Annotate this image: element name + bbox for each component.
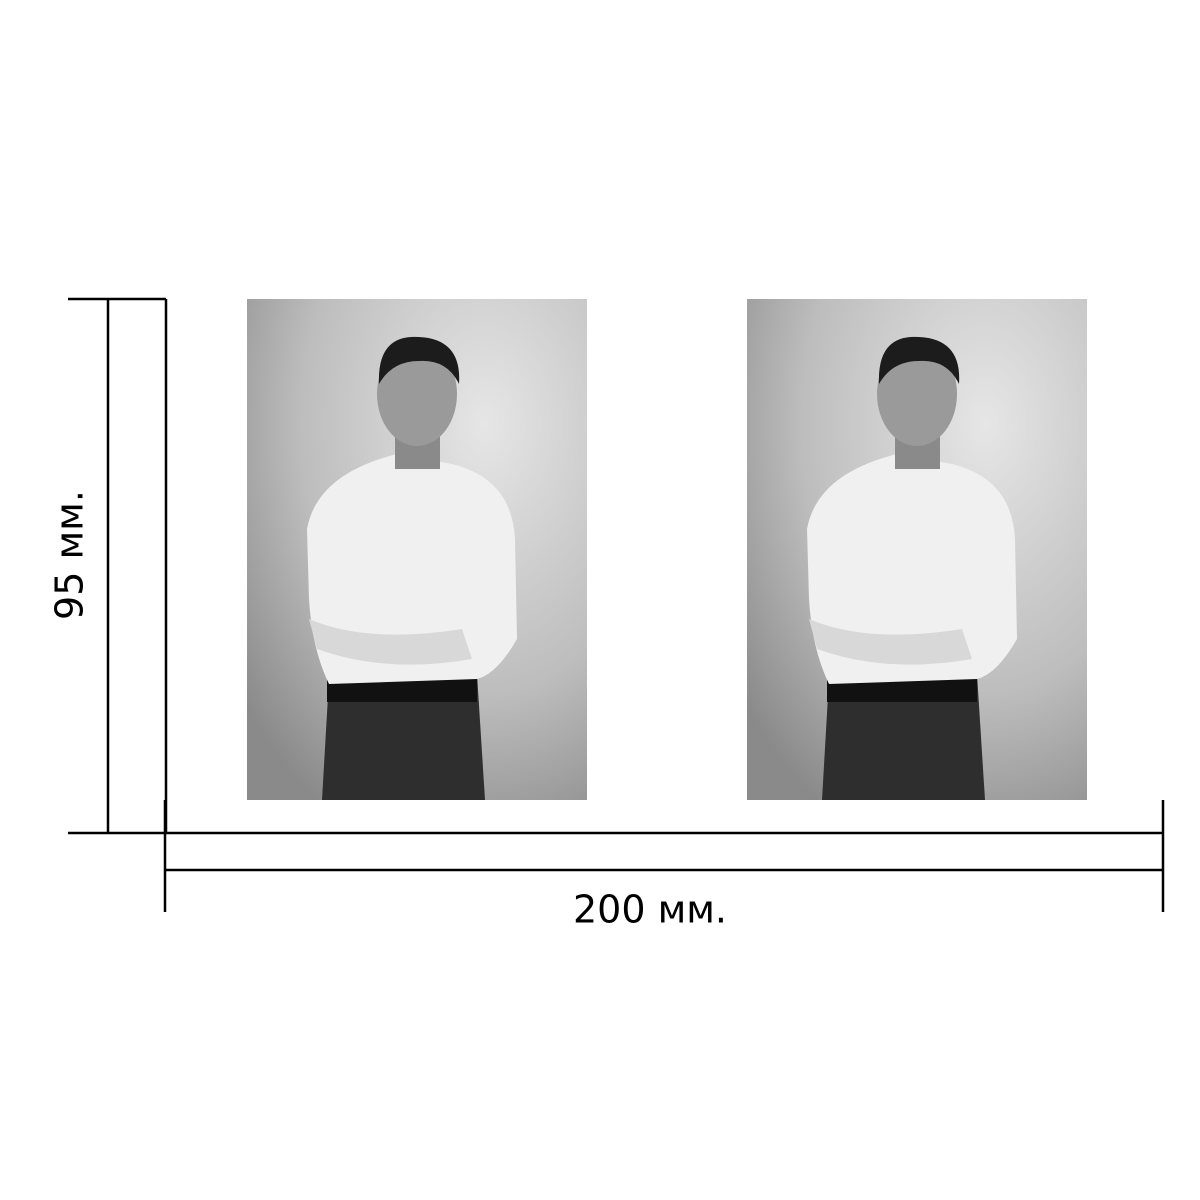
width-label: 200 мм.: [573, 888, 727, 932]
photo: [747, 299, 1087, 800]
width-dimension: 200 мм.: [163, 800, 1165, 932]
height-label: 95 мм.: [48, 490, 92, 620]
photo: [247, 299, 587, 800]
height-dimension: 95 мм.: [48, 297, 168, 835]
